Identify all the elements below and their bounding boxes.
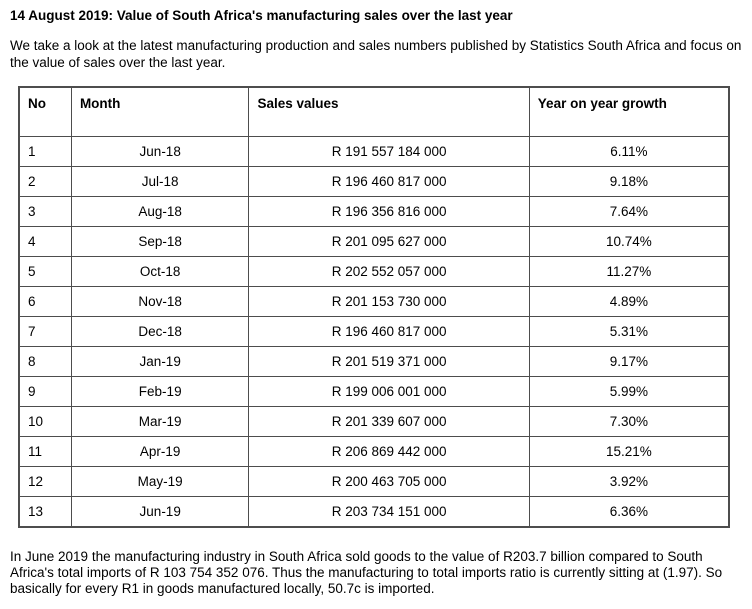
cell-sales: R 201 519 371 000 (248, 345, 530, 377)
cell-no: 7 (18, 315, 72, 347)
cell-sales: R 196 460 817 000 (248, 165, 530, 197)
table-row: 1 Jun-18 R 191 557 184 000 6.11% (18, 135, 730, 167)
sales-table-header: No Month Sales values Year on year growt… (18, 86, 730, 137)
cell-no: 12 (18, 465, 72, 497)
cell-growth: 7.64% (528, 195, 730, 227)
table-row: 7 Dec-18 R 196 460 817 000 5.31% (18, 315, 730, 347)
cell-growth: 6.36% (528, 495, 730, 528)
cell-no: 9 (18, 375, 72, 407)
cell-sales: R 199 006 001 000 (248, 375, 530, 407)
cell-sales: R 200 463 705 000 (248, 465, 530, 497)
cell-sales: R 201 095 627 000 (248, 225, 530, 257)
table-row: 4 Sep-18 R 201 095 627 000 10.74% (18, 225, 730, 257)
table-row: 2 Jul-18 R 196 460 817 000 9.18% (18, 165, 730, 197)
cell-growth: 10.74% (528, 225, 730, 257)
cell-sales: R 202 552 057 000 (248, 255, 530, 287)
cell-sales: R 196 460 817 000 (248, 315, 530, 347)
cell-no: 4 (18, 225, 72, 257)
column-header-month: Month (70, 86, 250, 137)
column-header-no: No (18, 86, 72, 137)
cell-month: Nov-18 (70, 285, 250, 317)
cell-no: 3 (18, 195, 72, 227)
cell-month: Mar-19 (70, 405, 250, 437)
cell-no: 6 (18, 285, 72, 317)
cell-no: 5 (18, 255, 72, 287)
table-row: 3 Aug-18 R 196 356 816 000 7.64% (18, 195, 730, 227)
sales-table-body: 1 Jun-18 R 191 557 184 000 6.11% 2 Jul-18 R 19… (18, 135, 730, 528)
intro-paragraph: We take a look at the latest manufacturi… (10, 37, 742, 71)
table-row: 6 Nov-18 R 201 153 730 000 4.89% (18, 285, 730, 317)
cell-growth: 5.99% (528, 375, 730, 407)
cell-growth: 9.18% (528, 165, 730, 197)
cell-growth: 3.92% (528, 465, 730, 497)
page-title: 14 August 2019: Value of South Africa's … (10, 8, 513, 23)
cell-no: 13 (18, 495, 72, 528)
cell-growth: 6.11% (528, 135, 730, 167)
cell-growth: 7.30% (528, 405, 730, 437)
cell-sales: R 201 153 730 000 (248, 285, 530, 317)
header-row: No Month Sales values Year on year growt… (18, 86, 730, 137)
cell-no: 1 (18, 135, 72, 167)
cell-growth: 11.27% (528, 255, 730, 287)
cell-month: Jun-19 (70, 495, 250, 528)
cell-no: 11 (18, 435, 72, 467)
cell-no: 10 (18, 405, 72, 437)
cell-month: Feb-19 (70, 375, 250, 407)
column-header-sales: Sales values (248, 86, 530, 137)
table-row: 11 Apr-19 R 206 869 442 000 15.21% (18, 435, 730, 467)
table-row: 9 Feb-19 R 199 006 001 000 5.99% (18, 375, 730, 407)
cell-growth: 5.31% (528, 315, 730, 347)
column-header-growth: Year on year growth (528, 86, 730, 137)
table-row: 8 Jan-19 R 201 519 371 000 9.17% (18, 345, 730, 377)
closing-paragraph: In June 2019 the manufacturing industry … (10, 548, 723, 596)
cell-month: Dec-18 (70, 315, 250, 347)
table-row: 12 May-19 R 200 463 705 000 3.92% (18, 465, 730, 497)
cell-sales: R 196 356 816 000 (248, 195, 530, 227)
cell-growth: 9.17% (528, 345, 730, 377)
cell-month: Jun-18 (70, 135, 250, 167)
cell-sales: R 203 734 151 000 (248, 495, 530, 528)
cell-growth: 15.21% (528, 435, 730, 467)
cell-sales: R 201 339 607 000 (248, 405, 530, 437)
cell-month: Sep-18 (70, 225, 250, 257)
table-row: 13 Jun-19 R 203 734 151 000 6.36% (18, 495, 730, 528)
cell-growth: 4.89% (528, 285, 730, 317)
cell-sales: R 191 557 184 000 (248, 135, 530, 167)
cell-month: Apr-19 (70, 435, 250, 467)
cell-sales: R 206 869 442 000 (248, 435, 530, 467)
cell-month: Jul-18 (70, 165, 250, 197)
table-row: 10 Mar-19 R 201 339 607 000 7.30% (18, 405, 730, 437)
cell-no: 2 (18, 165, 72, 197)
cell-month: Oct-18 (70, 255, 250, 287)
cell-no: 8 (18, 345, 72, 377)
cell-month: Aug-18 (70, 195, 250, 227)
table-row: 5 Oct-18 R 202 552 057 000 11.27% (18, 255, 730, 287)
sales-table: No Month Sales values Year on year growt… (18, 85, 730, 528)
cell-month: May-19 (70, 465, 250, 497)
cell-month: Jan-19 (70, 345, 250, 377)
